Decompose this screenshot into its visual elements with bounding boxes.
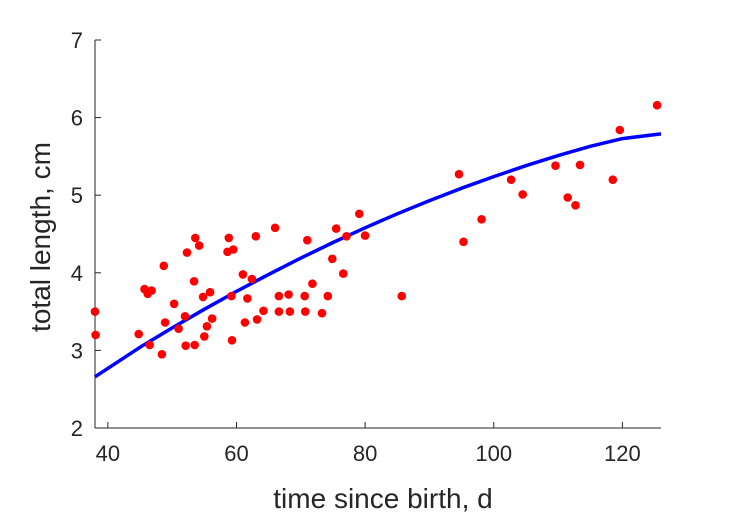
data-point — [575, 160, 585, 170]
data-point — [274, 291, 284, 301]
data-point — [207, 314, 217, 323]
x-tick-label: 120 — [604, 441, 641, 466]
data-point — [608, 175, 618, 184]
data-point — [229, 245, 238, 254]
data-point — [238, 270, 248, 279]
data-point — [615, 125, 625, 135]
x-tick-label: 40 — [96, 441, 120, 466]
data-point — [506, 175, 516, 184]
data-point — [331, 224, 341, 233]
data-point — [160, 318, 170, 327]
data-point — [397, 291, 407, 301]
x-axis-label: time since birth, d — [273, 483, 492, 514]
x-tick-label: 100 — [475, 441, 512, 466]
data-point — [477, 215, 486, 224]
data-point — [518, 190, 527, 199]
data-point — [571, 201, 580, 210]
data-point — [454, 169, 464, 179]
data-point — [317, 308, 327, 318]
data-point — [157, 350, 167, 359]
data-point — [134, 329, 143, 339]
data-point — [243, 294, 252, 303]
data-point — [169, 299, 179, 309]
data-point — [145, 340, 154, 350]
data-point — [285, 307, 295, 316]
data-point — [459, 237, 468, 247]
data-point — [191, 233, 200, 243]
data-point — [652, 100, 662, 110]
data-point — [159, 261, 169, 271]
data-point — [252, 315, 262, 324]
y-tick-label: 7 — [71, 28, 83, 53]
data-point — [355, 209, 364, 219]
data-point — [259, 306, 268, 316]
data-point — [274, 307, 284, 316]
data-point — [202, 322, 212, 331]
data-point — [147, 286, 156, 295]
axes — [94, 39, 661, 429]
data-point — [181, 341, 190, 351]
data-point — [251, 232, 261, 241]
y-tick-label: 3 — [71, 338, 83, 363]
data-point — [551, 161, 560, 170]
data-point — [342, 232, 351, 241]
data-point — [284, 290, 293, 299]
data-point — [227, 291, 236, 301]
data-point — [194, 241, 204, 250]
y-tick-label: 4 — [71, 261, 83, 286]
data-point — [190, 340, 199, 350]
data-point — [189, 277, 199, 286]
data-point — [339, 269, 348, 278]
x-tick-label: 80 — [353, 441, 377, 466]
data-points-layer — [90, 100, 662, 359]
data-point — [182, 248, 192, 257]
fit-line-layer — [94, 132, 662, 379]
data-point — [303, 235, 312, 245]
fit-curve — [94, 132, 662, 379]
y-tick-label: 5 — [71, 183, 83, 208]
x-tick-label: 60 — [224, 441, 248, 466]
data-point — [308, 279, 317, 289]
data-point — [91, 330, 100, 340]
data-point — [563, 193, 572, 202]
y-tick-label: 6 — [71, 106, 83, 131]
data-point — [180, 312, 190, 321]
data-point — [270, 223, 280, 233]
data-point — [224, 233, 234, 243]
data-point — [300, 291, 310, 301]
data-point — [174, 324, 183, 334]
y-tick-label: 2 — [71, 416, 83, 441]
tick-labels-layer: 2 3 4 5 6 7 40 60 80 100 120 — [71, 28, 641, 466]
data-point — [301, 307, 310, 316]
data-point — [198, 292, 208, 302]
data-point — [200, 332, 209, 341]
y-axis-label: total length, cm — [25, 142, 56, 332]
data-point — [247, 274, 257, 284]
data-point — [90, 307, 100, 316]
data-point — [240, 318, 250, 327]
data-point — [328, 254, 337, 264]
data-point — [360, 231, 370, 240]
data-point — [323, 291, 333, 301]
data-point — [227, 336, 237, 345]
data-point — [205, 287, 215, 297]
